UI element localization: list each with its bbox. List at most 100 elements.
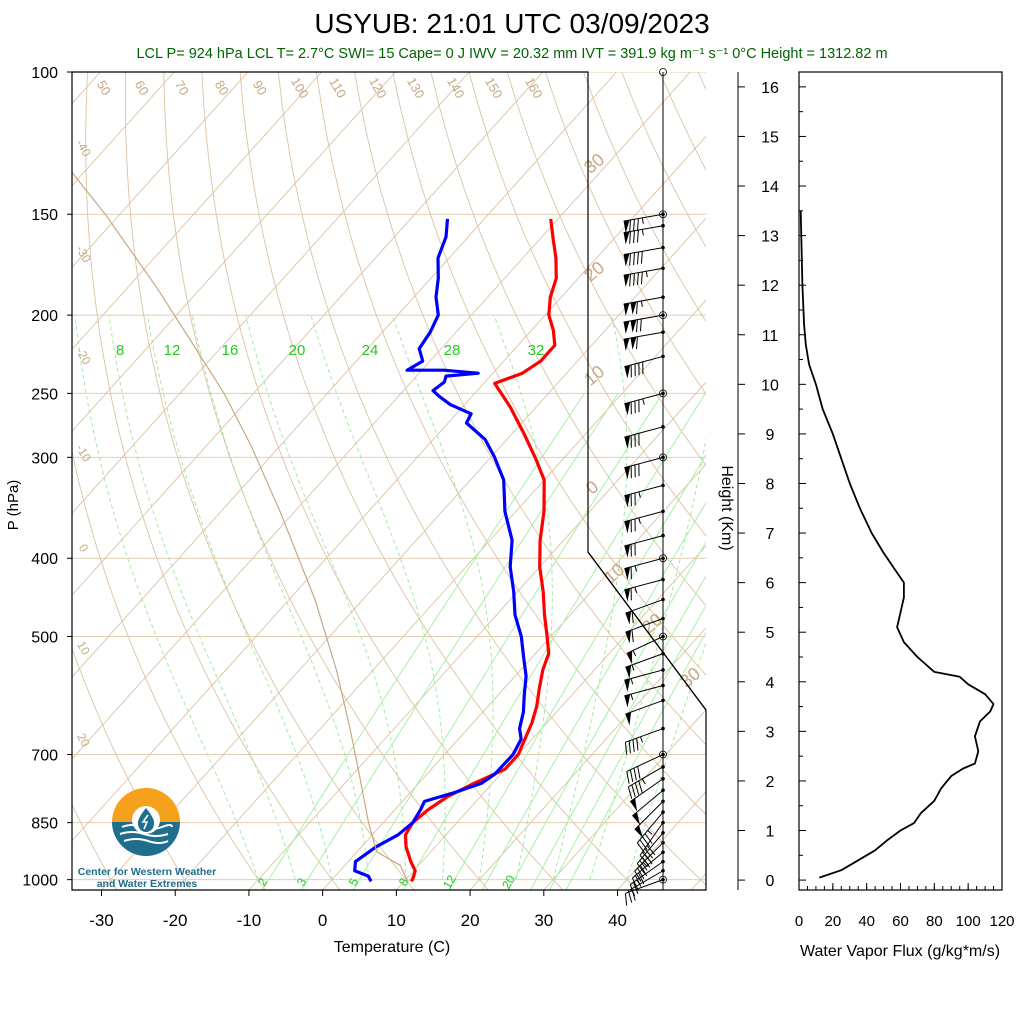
wind-barb (636, 810, 665, 854)
mixing-ratio-label: 24 (362, 342, 379, 359)
wind-barb (625, 698, 665, 726)
dry-adiabat-label: 90 (250, 78, 270, 98)
wind-level-marker (659, 875, 667, 884)
temperature-tick-label: 20 (461, 911, 480, 930)
wind-barb (623, 295, 665, 316)
isotherm-label: -40 (73, 137, 94, 159)
mixing-ratio-label: 20 (499, 872, 518, 891)
parcel-path-line (72, 171, 409, 882)
wind-barb (624, 556, 665, 581)
mixing-ratio-label: 16 (222, 342, 239, 359)
wind-barb (624, 533, 665, 558)
height-tick-label: 14 (761, 179, 779, 196)
flux-tick-label: 100 (956, 913, 981, 930)
wind-barb (625, 616, 665, 644)
wind-barb (624, 726, 665, 755)
wind-barb (624, 509, 665, 534)
pressure-tick-label: 1000 (22, 873, 58, 890)
height-tick-label: 15 (761, 129, 779, 146)
pressure-tick-label: 250 (31, 386, 58, 403)
isotherm-line (617, 791, 706, 890)
wind-barb (624, 668, 665, 692)
dry-adiabat-label: 100 (288, 75, 312, 101)
dry-adiabat-label: 110 (326, 75, 349, 100)
water-vapor-flux-line (799, 210, 995, 879)
flux-tick-label: 20 (824, 913, 841, 930)
height-tick-label: 10 (761, 377, 779, 394)
temperature-tick-label: -10 (237, 911, 262, 930)
mixing-ratio-label: 20 (289, 342, 306, 359)
wind-scale-label: 10 (580, 361, 608, 389)
dry-adiabat-line (430, 72, 706, 607)
temperature-tick-label: 40 (608, 911, 627, 930)
height-tick-label: 9 (766, 427, 775, 444)
dry-adiabat-line (736, 72, 1024, 890)
wind-level-marker (659, 453, 667, 462)
mixing-ratio-label: 8 (116, 342, 124, 359)
isotherm-label: 20 (74, 731, 93, 750)
mixing-ratio-line (481, 501, 706, 890)
wind-barb (626, 752, 665, 784)
mixing-ratio-label: 32 (528, 342, 545, 359)
wind-barb (625, 651, 665, 679)
moist-adiabat-line (310, 314, 446, 880)
wind-scale-label: 30 (676, 663, 704, 691)
pressure-tick-label: 850 (31, 816, 58, 833)
height-tick-label: 4 (766, 675, 775, 692)
wind-barb (627, 765, 665, 799)
wind-barb (631, 850, 665, 890)
dry-adiabat-line (124, 72, 415, 890)
pressure-tick-label: 400 (31, 551, 58, 568)
isotherm-line (765, 72, 1024, 890)
flux-tick-label: 0 (795, 913, 803, 930)
temperature-tick-label: -30 (89, 911, 114, 930)
dry-adiabat-line (239, 72, 638, 890)
wind-barb (632, 788, 665, 826)
flux-axis-label: Water Vapor Flux (g/kg*m/s) (800, 943, 1000, 960)
mixing-ratio-line (402, 393, 706, 890)
isotherm-label: -10 (73, 442, 94, 464)
isotherm-line (72, 72, 617, 678)
isotherm-line (72, 72, 691, 760)
wind-barb (624, 354, 665, 379)
wind-barb (623, 313, 665, 334)
mixing-ratio-label: 2 (255, 875, 271, 888)
dry-adiabat-line (277, 72, 706, 886)
dry-adiabat-line (315, 72, 706, 816)
wind-barb (624, 577, 665, 602)
isotherm-line (469, 627, 706, 890)
height-tick-label: 2 (766, 774, 775, 791)
temperature-tick-label: 30 (534, 911, 553, 930)
isotherm-line (101, 217, 706, 890)
wind-scale-label: 30 (580, 149, 608, 177)
logo-caption-line1: Center for Western Weather (77, 866, 217, 878)
moist-adiabat-line (108, 315, 296, 880)
dry-adiabat-line (392, 72, 706, 676)
wind-barb (625, 597, 665, 625)
dry-adiabat-line (468, 72, 706, 537)
wind-barb (624, 877, 665, 906)
dry-adiabat-label: 80 (212, 78, 232, 98)
temperature-tick-label: 10 (387, 911, 406, 930)
dry-adiabat-label: 120 (366, 75, 390, 101)
wind-barb (626, 634, 665, 665)
height-tick-label: 12 (761, 278, 779, 295)
height-tick-label: 3 (766, 724, 775, 741)
dry-adiabat-line (659, 72, 706, 171)
isotherm-line (396, 545, 706, 890)
wind-scale-label: 0 (582, 477, 603, 499)
dry-adiabat-line (72, 647, 192, 890)
dry-adiabat-line (813, 72, 1024, 890)
moist-adiabat-line (74, 315, 259, 880)
pressure-tick-label: 200 (31, 308, 58, 325)
isotherm-line (72, 72, 396, 432)
dry-adiabat-line (354, 72, 706, 746)
moist-adiabat-line (552, 315, 628, 880)
wind-level-marker (659, 750, 667, 759)
logo-caption-line2: and Water Extremes (96, 878, 198, 890)
wind-level-marker (659, 68, 667, 76)
moist-adiabat-line (245, 314, 407, 880)
wind-level-marker (659, 554, 667, 563)
isotherm-line (690, 872, 706, 890)
